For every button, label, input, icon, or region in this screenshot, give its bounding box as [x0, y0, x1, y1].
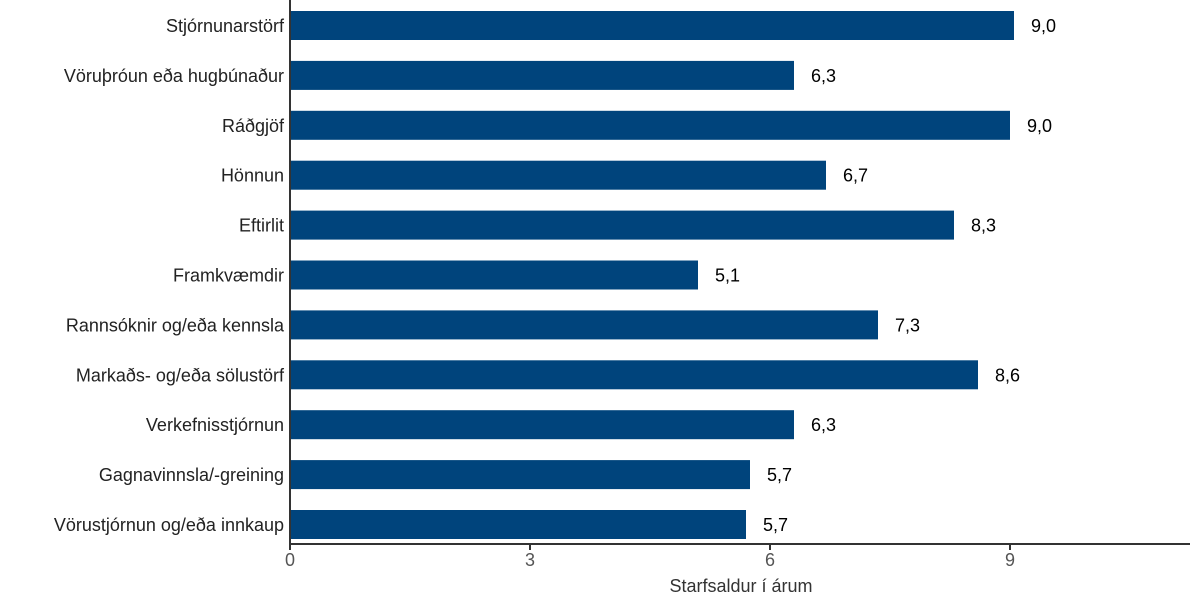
value-label: 5,1	[715, 266, 740, 286]
x-axis-ticks: 0 3 6 9	[285, 544, 1015, 570]
category-label: Eftirlit	[239, 216, 284, 236]
value-label: 7,3	[895, 315, 920, 335]
value-label: 5,7	[763, 515, 788, 535]
bar	[290, 11, 1014, 40]
x-tick-label: 9	[1005, 550, 1015, 570]
value-label: 9,0	[1027, 116, 1052, 136]
value-labels: 9,0 6,3 9,0 6,7 8,3 5,1 7,3 8,6 6,3 5,7 5,7	[715, 16, 1056, 535]
category-label: Vöruþróun eða hugbúnaður	[64, 66, 284, 86]
category-label: Rannsóknir og/eða kennsla	[66, 315, 285, 335]
category-label: Gagnavinnsla/-greining	[99, 465, 284, 485]
bar	[290, 310, 878, 340]
value-label: 6,3	[811, 415, 836, 435]
bar	[290, 260, 698, 290]
category-label: Stjórnunarstörf	[166, 16, 285, 36]
bar	[290, 110, 1010, 140]
value-label: 8,6	[995, 365, 1020, 385]
bar	[290, 510, 746, 539]
bar	[290, 60, 794, 90]
x-tick-label: 6	[765, 550, 775, 570]
category-label: Ráðgjöf	[222, 116, 285, 136]
bar	[290, 460, 750, 490]
bar	[290, 410, 794, 440]
category-label: Framkvæmdir	[173, 266, 284, 286]
value-label: 5,7	[767, 465, 792, 485]
value-label: 6,3	[811, 66, 836, 86]
value-label: 6,7	[843, 166, 868, 186]
category-label: Markaðs- og/eða sölustörf	[76, 365, 285, 385]
bar	[290, 210, 954, 240]
category-label: Verkefnisstjórnun	[146, 415, 284, 435]
category-labels: Stjórnunarstörf Vöruþróun eða hugbúnaður R…	[54, 16, 285, 535]
value-label: 8,3	[971, 216, 996, 236]
bars-group	[290, 11, 1014, 539]
category-label: Hönnun	[221, 166, 284, 186]
x-axis-title: Starfsaldur í árum	[669, 576, 812, 596]
bar	[290, 160, 826, 190]
bar	[290, 360, 978, 390]
x-tick-label: 3	[525, 550, 535, 570]
value-label: 9,0	[1031, 16, 1056, 36]
x-tick-label: 0	[285, 550, 295, 570]
category-label: Vörustjórnun og/eða innkaup	[54, 515, 284, 535]
